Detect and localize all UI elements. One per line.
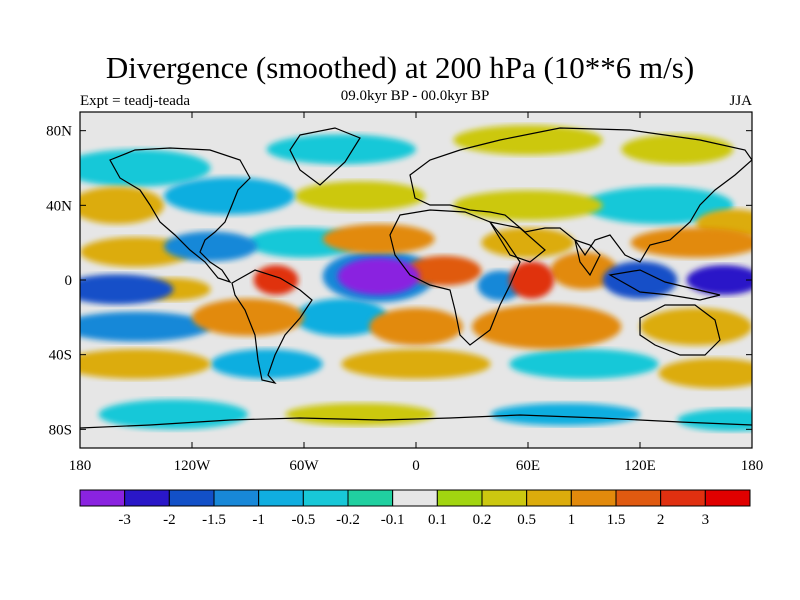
coast-maritime-continent (608, 269, 721, 301)
anomaly-region (210, 349, 323, 379)
lat-tick-label: 80N (46, 124, 72, 140)
lon-tick-label: 60E (516, 458, 540, 474)
colorbar-level-label: -1 (252, 512, 265, 528)
anomaly-region (285, 403, 435, 426)
coast-north-america (109, 147, 251, 284)
colorbar-level-label: 0.1 (428, 512, 447, 528)
colorbar-swatch (347, 489, 394, 507)
anomaly-region (621, 134, 734, 165)
lon-tick-label: 120W (174, 458, 212, 474)
lat-tick-label: 0 (65, 273, 73, 289)
colorbar-swatch (79, 489, 126, 507)
colorbar-level-label: -0.1 (381, 512, 405, 528)
anomaly-region (490, 403, 640, 426)
colorbar-swatch (526, 489, 572, 507)
colorbar-swatch (124, 489, 170, 507)
colorbar-swatch (302, 489, 349, 507)
coast-south-america (231, 269, 313, 385)
anomaly-region (658, 358, 752, 389)
colorbar-labels: -3 -2 -1.5 -1 -0.5 -0.2 -0.1 0.1 0.2 0.5 1 1.5 2 3 (118, 512, 709, 528)
longitude-axis: 180 120W 60W 0 60E 120E 180 (69, 112, 764, 474)
anomaly-region (686, 265, 752, 295)
colorbar-level-label: 3 (702, 512, 710, 528)
anomaly-region (80, 349, 211, 379)
lon-tick-label: 180 (69, 458, 92, 474)
latitude-axis: 80N 40N 0 40S 80S (46, 124, 752, 438)
colorbar-level-label: -2 (163, 512, 176, 528)
anomaly-region (337, 257, 420, 295)
anomaly-region (253, 265, 299, 295)
anomaly-region (550, 251, 618, 290)
anomaly-region (98, 399, 249, 430)
colorbar-level-label: -0.5 (291, 512, 315, 528)
chart-title: Divergence (smoothed) at 200 hPa (10**6 … (105, 50, 695, 85)
season-label: JJA (729, 93, 752, 109)
anomaly-region (369, 308, 463, 346)
lon-tick-label: 120E (624, 458, 656, 474)
anomaly-region (164, 177, 295, 215)
anomaly-region (472, 304, 622, 350)
colorbar-swatch (704, 489, 751, 507)
coast-antarctica (80, 414, 752, 429)
lat-tick-label: 40S (49, 348, 72, 364)
colorbar-swatch (258, 489, 304, 507)
anomaly-region (266, 134, 416, 165)
coast-greenland (289, 127, 361, 186)
colorbar-swatch (213, 489, 260, 507)
colorbar-level-label: 0.2 (473, 512, 492, 528)
coastlines (80, 127, 752, 429)
colorbar-swatch (168, 489, 215, 507)
colorbar-level-label: 1.5 (607, 512, 626, 528)
lon-tick-label: 180 (741, 458, 764, 474)
colorbar-swatch (615, 489, 662, 507)
colorbar-level-label: 0.5 (517, 512, 536, 528)
divergence-field (80, 112, 752, 448)
anomaly-region (406, 255, 482, 286)
coast-africa (389, 209, 521, 346)
colorbar (79, 489, 751, 507)
anomaly-region (164, 231, 258, 262)
colorbar-swatch (392, 489, 438, 507)
lat-tick-label: 40N (46, 198, 72, 214)
coast-eurasia (409, 127, 752, 263)
anomaly-region (322, 224, 435, 254)
anomaly-region (481, 227, 575, 258)
anomaly-region (80, 311, 211, 342)
colorbar-swatch (660, 489, 706, 507)
anomaly-region (509, 349, 659, 379)
colorbar-level-label: -1.5 (202, 512, 226, 528)
colorbar-swatch (481, 489, 528, 507)
colorbar-level-label: 1 (568, 512, 576, 528)
anomaly-region (80, 274, 174, 305)
lon-tick-label: 60W (289, 458, 319, 474)
lon-tick-label: 0 (412, 458, 420, 474)
colorbar-level-label: -0.2 (336, 512, 360, 528)
anomaly-region (584, 186, 734, 224)
anomaly-region (80, 149, 211, 187)
anomaly-region (640, 308, 752, 346)
colorbar-level-label: -3 (118, 512, 131, 528)
anomaly-region (677, 408, 752, 432)
anomaly-region (294, 181, 426, 211)
anomaly-region (630, 227, 752, 258)
anomaly-region (294, 298, 389, 337)
anomaly-region (453, 125, 603, 155)
chart-subtitle: 09.0kyr BP - 00.0kyr BP (340, 88, 490, 104)
anomaly-region (341, 349, 491, 379)
anomaly-region (602, 261, 678, 299)
coast-australia (639, 304, 721, 356)
coast-india (574, 239, 601, 277)
lat-tick-label: 80S (49, 422, 72, 438)
anomaly-region (509, 261, 555, 299)
colorbar-level-label: 2 (657, 512, 665, 528)
anomaly-region (453, 190, 603, 221)
coast-arabia (488, 221, 546, 263)
anomaly-region (80, 237, 192, 267)
experiment-label: Expt = teadj-teada (80, 93, 191, 109)
colorbar-swatch (436, 489, 483, 507)
anomaly-region (80, 186, 164, 224)
colorbar-swatch (570, 489, 617, 507)
